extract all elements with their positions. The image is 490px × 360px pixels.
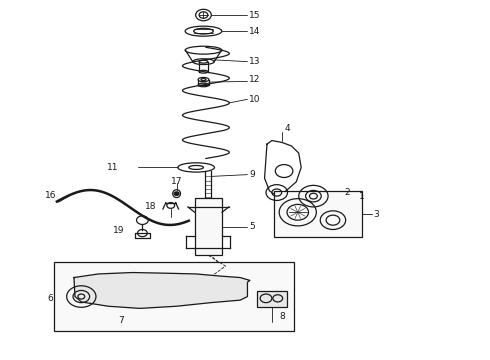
Text: 17: 17 (171, 177, 182, 186)
Text: 7: 7 (118, 316, 123, 325)
Text: 11: 11 (106, 163, 118, 172)
Text: 15: 15 (249, 10, 260, 19)
Text: 8: 8 (279, 312, 285, 321)
Text: 3: 3 (373, 210, 379, 219)
Text: 1: 1 (359, 192, 365, 201)
Text: 16: 16 (45, 191, 56, 200)
Bar (257, 291, 287, 307)
Text: 12: 12 (249, 75, 260, 84)
Circle shape (174, 192, 179, 195)
Polygon shape (74, 273, 250, 309)
Text: 5: 5 (249, 222, 255, 231)
Text: 2: 2 (344, 188, 350, 197)
Text: 6: 6 (47, 294, 53, 303)
Bar (195, 198, 222, 255)
Text: 4: 4 (284, 124, 290, 133)
Text: 14: 14 (249, 27, 260, 36)
Text: 10: 10 (249, 95, 260, 104)
Text: 13: 13 (249, 57, 260, 66)
Text: 19: 19 (113, 226, 124, 235)
Bar (274, 191, 362, 237)
Bar (54, 262, 294, 330)
Text: 9: 9 (249, 170, 255, 179)
Text: 18: 18 (145, 202, 156, 211)
